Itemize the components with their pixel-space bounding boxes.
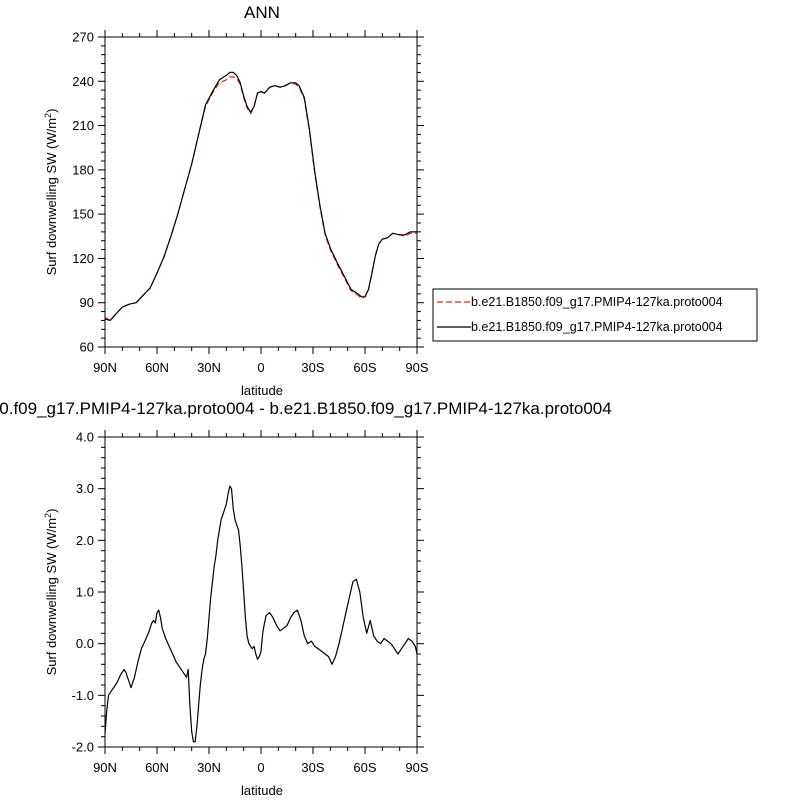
y-tick-label: 240 [72,74,94,89]
top-axes-ticks: 60 90 120 150 180 210 240 270 90N 60N 30N 0 30S 60S 90… [72,30,429,376]
series-line-solid [104,485,418,743]
y-tick-label: 60 [80,340,94,355]
bottom-plot-frame [104,436,418,748]
y-tick-label: -1.0 [72,688,94,703]
legend-label-dashed: b.e21.B1850.f09_g17.PMIP4-127ka.proto004 [471,295,723,309]
x-tick-label: 90S [405,760,428,775]
x-tick-label: 90N [93,760,117,775]
x-tick-label: 30S [301,760,324,775]
y-tick-label: 1.0 [76,585,94,600]
bottom-chart-title: b.e21.B1850.f09_g17.PMIP4-127ka.proto004… [0,399,612,418]
x-tick-label: 30N [197,360,221,375]
x-tick-label: 60N [145,360,169,375]
y-tick-label: 0.0 [76,636,94,651]
y-tick-label: 150 [72,207,94,222]
top-panel: ANN latitude Surf downwelling SW (W/m2) … [43,3,429,398]
bottom-y-axis-label: Surf downwelling SW (W/m2) [43,509,59,676]
top-x-axis-label: latitude [241,383,283,398]
bottom-panel: b.e21.B1850.f09_g17.PMIP4-127ka.proto004… [0,399,612,798]
top-y-axis-label: Surf downwelling SW (W/m2) [43,109,59,276]
series-line-solid [104,71,417,321]
y-tick-label: 4.0 [76,430,94,445]
x-tick-label: 60N [145,760,169,775]
bottom-series-lines [104,485,418,743]
y-tick-label: 180 [72,162,94,177]
x-tick-label: 30N [197,760,221,775]
x-tick-label: 0 [257,360,264,375]
x-tick-label: 90N [93,360,117,375]
x-tick-label: 60S [353,760,376,775]
y-tick-label: -2.0 [72,740,94,755]
legend-box [432,288,758,342]
top-series-lines [104,71,417,321]
y-tick-label: 270 [72,30,94,45]
y-tick-label: 90 [80,295,94,310]
top-chart-title: ANN [244,3,280,22]
legend: b.e21.B1850.f09_g17.PMIP4-127ka.proto004… [432,288,758,342]
x-tick-label: 60S [353,360,376,375]
x-tick-label: 90S [405,360,428,375]
y-tick-label: 2.0 [76,533,94,548]
y-tick-label: 210 [72,118,94,133]
x-tick-label: 30S [301,360,324,375]
bottom-x-axis-label: latitude [241,783,283,798]
x-tick-label: 0 [257,760,264,775]
y-tick-label: 120 [72,251,94,266]
top-plot-frame [104,36,418,348]
bottom-axes-ticks: -2.0 -1.0 0.0 1.0 2.0 3.0 4.0 90N 60N 30N 0 30S 60S 9… [72,430,429,776]
legend-label-solid: b.e21.B1850.f09_g17.PMIP4-127ka.proto004 [471,320,723,334]
y-tick-label: 3.0 [76,481,94,496]
